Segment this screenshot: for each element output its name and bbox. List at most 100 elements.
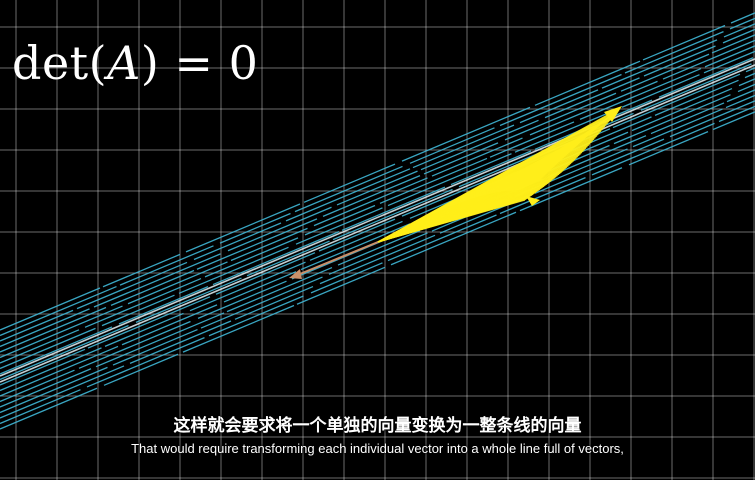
- vector-line-segment: [412, 124, 515, 169]
- vector-line-segment: [387, 214, 497, 262]
- vector-line-segment: [318, 218, 396, 252]
- formula-suffix: ) = 0: [140, 36, 259, 90]
- vector-line-segment: [230, 227, 308, 262]
- vector-line-segment: [431, 137, 523, 177]
- vector-line-segment: [662, 39, 755, 80]
- vector-line-segment: [110, 269, 195, 306]
- vector-line-segment: [0, 345, 119, 397]
- vector-line-segment: [319, 234, 436, 285]
- vector-line-segment: [185, 203, 301, 253]
- short-vector-head: [289, 269, 302, 279]
- vector-line-segment: [246, 240, 330, 277]
- vector-line-segment: [450, 150, 532, 186]
- vector-line-segment: [189, 261, 306, 312]
- vector-line-segment: [723, 23, 755, 38]
- vector-line-segment: [579, 67, 702, 120]
- vector-line-segment: [223, 271, 297, 303]
- vector-line-segment: [304, 204, 376, 236]
- vector-line-segment: [193, 222, 282, 261]
- vector-line-segment: [632, 108, 723, 148]
- vector-line-segment: [0, 369, 75, 403]
- vector-line-segment: [0, 308, 90, 348]
- vector-line-segment: [300, 223, 411, 271]
- formula-variable: A: [107, 36, 141, 90]
- vector-line-segment: [703, 50, 755, 74]
- vector-line-segment: [86, 337, 205, 388]
- vector-line-segment: [379, 157, 488, 204]
- vector-line-segment: [737, 83, 755, 93]
- vector-line-segment: [0, 305, 123, 359]
- highlight-line: [0, 58, 755, 377]
- yellow-vector-fan: [377, 106, 622, 243]
- vector-line-segment: [499, 176, 586, 215]
- vector-line-segment: [227, 206, 332, 252]
- vector-line-segment: [534, 60, 641, 106]
- vector-line-segment: [295, 207, 383, 245]
- vector-line-segment: [104, 312, 184, 347]
- vector-line-segment: [215, 252, 316, 295]
- vector-line-segment: [78, 320, 191, 369]
- vector-line-segment: [121, 304, 218, 346]
- vector-line-segment: [0, 389, 81, 425]
- vector-line-segment: [226, 266, 333, 313]
- vector-line-segment: [0, 366, 108, 414]
- vector-line-segment: [101, 294, 175, 327]
- vector-line-segment: [0, 387, 98, 430]
- vector-line-segment: [658, 57, 754, 98]
- vector-line-segment: [519, 167, 623, 212]
- vector-line-segment: [129, 320, 232, 364]
- vector-line-segment: [313, 177, 428, 227]
- vector-line-segment: [504, 92, 617, 141]
- vector-line-segment: [84, 277, 202, 328]
- vector-line-segment: [529, 80, 658, 136]
- vector-line-segment: [102, 253, 181, 288]
- vector-line-segment: [722, 28, 755, 44]
- vector-line-segment: [726, 89, 755, 103]
- vector-line-segment: [212, 231, 340, 286]
- vector-line-segment: [642, 24, 726, 61]
- vector-line-segment: [640, 63, 752, 111]
- vector-line-segment: [621, 74, 700, 108]
- vector-line-segment: [387, 153, 512, 207]
- vector-line-segment: [0, 324, 129, 381]
- vector-line-segment: [328, 232, 428, 275]
- vector-line-segment: [322, 175, 421, 217]
- vector-line-segment: [628, 131, 709, 166]
- vector-line-segment: [0, 309, 74, 342]
- vector-line-segment: [196, 218, 318, 270]
- vector-line-segment: [489, 121, 575, 158]
- vector-line-segment: [0, 347, 102, 392]
- vector-line-segment: [303, 163, 396, 203]
- vector-line-segment: [718, 105, 755, 123]
- subtitle-chinese: 这样就会要求将一个单独的向量变换为一整条线的向量: [173, 416, 582, 436]
- vector-line-segment: [219, 212, 291, 244]
- vector-line-segment: [423, 142, 499, 175]
- vector-line-segment: [712, 111, 755, 131]
- vector-line-segment: [118, 286, 209, 325]
- short-vector-arrow: [289, 241, 379, 279]
- vector-line-segment: [87, 296, 211, 349]
- vector-line-segment: [620, 53, 710, 92]
- vector-line-segment: [729, 17, 755, 30]
- vector-line-segment: [704, 45, 755, 68]
- vector-line-segment: [135, 277, 242, 323]
- vector-line-segment: [544, 77, 640, 119]
- vector-line-segment: [127, 261, 228, 305]
- vector-line-segment: [0, 287, 101, 331]
- yellow-fan-body: [378, 106, 622, 242]
- vector-line-segment: [0, 348, 86, 386]
- vector-line-segment: [95, 312, 225, 368]
- vector-line-segment: [624, 31, 724, 74]
- vector-line-segment: [208, 295, 304, 337]
- vector-line-segment: [730, 12, 755, 24]
- vector-line-segment: [654, 79, 739, 116]
- vector-line-segment: [612, 73, 741, 129]
- vector-line-segment: [409, 127, 495, 164]
- vector-line-segment: [745, 67, 755, 73]
- vector-line-segment: [197, 280, 287, 319]
- vector-line-segment: [0, 327, 96, 370]
- vector-line-segment: [103, 353, 179, 386]
- subtitle-english: That would require transforming each ind…: [131, 441, 624, 456]
- vector-line-segment: [0, 285, 117, 337]
- vector-line-segment: [744, 72, 755, 79]
